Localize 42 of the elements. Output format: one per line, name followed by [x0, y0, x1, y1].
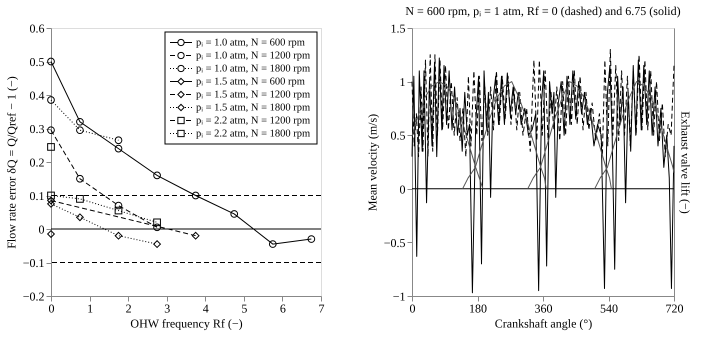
y2-axis-title: Exhaust valve lift (−) [678, 111, 692, 214]
legend-label: pᵢ = 1.0 atm, N = 600 rpm [196, 38, 305, 48]
x-tick-label: 4 [202, 302, 209, 316]
y-tick-label: 0.1 [30, 189, 44, 203]
legend-label: pᵢ = 1.0 atm, N = 1200 rpm [196, 50, 310, 62]
y-tick-label: −0.2 [22, 290, 44, 304]
legend-label: pᵢ = 1.5 atm, N = 1800 rpm [196, 102, 310, 114]
chart-title: N = 600 rpm, pᵢ = 1 atm, Rf = 0 (dashed) and 6.75 (solid) [405, 4, 681, 18]
x-tick-label: 3 [164, 302, 170, 316]
y-tick-label: 0 [400, 182, 406, 196]
x-tick-label: 6 [280, 302, 286, 316]
y-tick-label: 0 [38, 222, 44, 236]
x-tick-label: 7 [318, 302, 324, 316]
y-tick-label: 0.5 [390, 128, 406, 143]
y-tick-label: 1.5 [390, 22, 406, 36]
y-tick-label: 0.4 [30, 88, 44, 102]
x-tick-label: 540 [600, 302, 618, 316]
y-axis-title: Mean velocity (m/s) [366, 114, 380, 212]
x-tick-label: 720 [666, 302, 684, 316]
x-tick-label: 2 [126, 302, 132, 316]
y-tick-label: −1 [392, 290, 406, 304]
x-axis-title: Crankshaft angle (°) [494, 316, 592, 330]
y-tick-label: 0.2 [30, 156, 44, 170]
legend-label: pᵢ = 2.2 atm, N = 1200 rpm [196, 116, 310, 126]
x-tick-label: 0 [410, 302, 416, 316]
y-tick-label: 0.3 [30, 122, 44, 136]
legend-label: pᵢ = 1.0 atm, N = 1800 rpm [196, 64, 310, 74]
legend-label: pᵢ = 2.2 atm, N = 1800 rpm [196, 128, 310, 140]
x-axis-title: OHW frequency Rf (−) [130, 316, 243, 330]
y-tick-label: −0.5 [384, 236, 406, 250]
x-tick-label: 180 [469, 302, 487, 316]
y-tick-label: 0.5 [30, 55, 44, 69]
x-tick-label: 0 [48, 302, 54, 316]
x-tick-label: 5 [241, 302, 248, 316]
y-tick-label: 0.6 [30, 22, 44, 36]
x-tick-label: 1 [87, 302, 94, 316]
legend-label: pᵢ = 1.5 atm, N = 600 rpm [196, 76, 305, 88]
y-tick-label: 1 [400, 75, 406, 90]
y-axis-title: Flow rate error δQ = Q/Qref − 1 (−) [4, 76, 19, 249]
x-tick-label: 360 [534, 302, 552, 316]
y-tick-label: −0.1 [22, 256, 44, 270]
legend-label: pᵢ = 1.5 atm, N = 1200 rpm [196, 90, 310, 100]
